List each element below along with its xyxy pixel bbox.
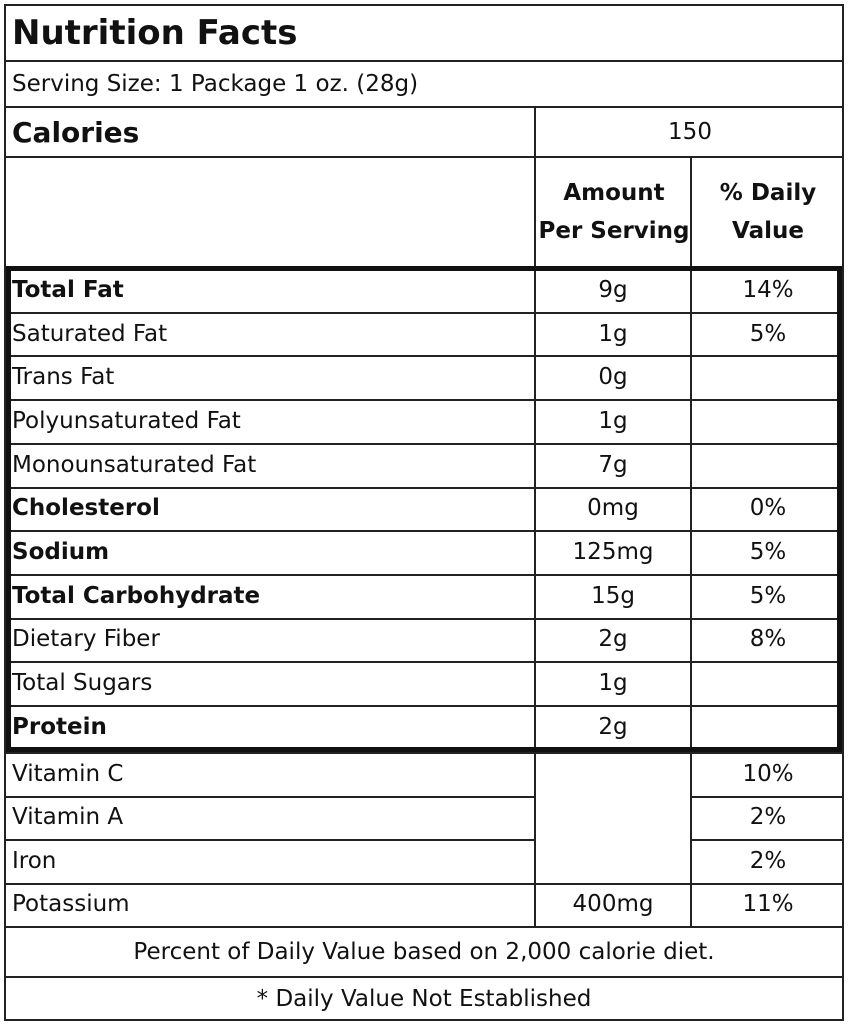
nutrient-amount: 1g: [598, 670, 628, 697]
row-divider: [6, 573, 842, 576]
row-divider: [6, 882, 842, 885]
nutrient-daily-value: 5%: [749, 539, 787, 566]
vitamin-amount: [536, 752, 690, 796]
nutrient-daily-value: [692, 705, 844, 749]
nutrient-name: Monounsaturated Fat: [12, 451, 257, 478]
divider: [6, 106, 842, 108]
nutrient-amount: 125mg: [572, 539, 654, 566]
nutrient-daily-value: [692, 355, 844, 399]
row-divider: [6, 355, 842, 358]
nutrient-amount: 9g: [598, 276, 628, 303]
nutrient-name: Polyunsaturated Fat: [12, 407, 241, 434]
nutrient-name: Saturated Fat: [12, 320, 168, 347]
vitamin-amount: [536, 796, 690, 840]
calories-label: Calories: [12, 115, 140, 149]
nutrient-amount: 1g: [598, 407, 628, 434]
vitamin-daily-value: 11%: [742, 891, 794, 918]
vitamin-name: Vitamin A: [12, 804, 124, 831]
not-established-footnote: * Daily Value Not Established: [256, 986, 592, 1012]
row-divider: [690, 795, 842, 798]
row-divider: [6, 399, 842, 402]
nutrient-amount: 0g: [598, 364, 628, 391]
nutrient-name: Protein: [12, 713, 107, 740]
row-divider: [6, 839, 534, 841]
row-divider: [6, 705, 842, 707]
header-amount-per-serving: Amount Per Serving: [538, 180, 690, 244]
nutrition-facts-label: Nutrition Facts Serving Size: 1 Package …: [4, 4, 844, 1021]
row-divider: [6, 530, 842, 533]
nutrient-amount: 1g: [598, 320, 628, 347]
nutrient-amount: 15g: [591, 582, 635, 609]
divider: [6, 926, 842, 928]
nutrient-daily-value: [692, 399, 844, 443]
divider: [6, 156, 842, 158]
nutrient-name: Cholesterol: [12, 495, 160, 522]
column-divider: [690, 156, 692, 926]
row-divider: [6, 486, 842, 489]
nutrient-daily-value: 8%: [749, 626, 787, 653]
vitamin-amount: [536, 839, 690, 883]
vitamin-name: Potassium: [12, 891, 130, 918]
row-divider: [6, 795, 534, 798]
nutrient-daily-value: [692, 661, 844, 705]
vitamin-name: Iron: [12, 847, 57, 874]
nutrient-name: Total Fat: [12, 276, 124, 303]
row-divider: [690, 839, 842, 841]
nutrient-amount: 2g: [598, 713, 628, 740]
serving-size: Serving Size: 1 Package 1 oz. (28g): [12, 71, 419, 97]
nutrient-name: Total Sugars: [12, 670, 153, 697]
divider: [6, 60, 842, 62]
row-divider: [6, 311, 842, 314]
nutrient-name: Total Carbohydrate: [12, 582, 261, 609]
nutrient-name: Sodium: [12, 539, 110, 566]
nutrient-name: Trans Fat: [12, 364, 115, 391]
daily-value-footnote: Percent of Daily Value based on 2,000 ca…: [133, 939, 715, 965]
nutrient-daily-value: 5%: [749, 582, 787, 609]
nutrient-amount: 2g: [598, 626, 628, 653]
row-divider: [6, 661, 842, 664]
nutrient-daily-value: 0%: [749, 495, 787, 522]
header-percent-daily-value: % Daily Value: [719, 180, 817, 244]
label-title: Nutrition Facts: [12, 13, 298, 53]
row-divider: [6, 752, 842, 754]
vitamin-daily-value: 10%: [742, 760, 794, 787]
nutrient-daily-value: [692, 443, 844, 487]
vitamin-daily-value: 2%: [749, 847, 787, 874]
row-divider: [6, 442, 842, 445]
column-divider: [534, 106, 536, 926]
vitamin-daily-value: 2%: [749, 804, 787, 831]
nutrient-daily-value: 5%: [749, 320, 787, 347]
vitamin-name: Vitamin C: [12, 760, 124, 787]
nutrient-daily-value: 14%: [742, 276, 794, 303]
nutrient-amount: 0mg: [587, 495, 639, 522]
row-divider: [6, 617, 842, 620]
calories-value: 150: [668, 119, 712, 145]
nutrient-name: Dietary Fiber: [12, 626, 160, 653]
divider: [6, 976, 842, 978]
vitamin-amount: 400mg: [572, 891, 654, 918]
nutrient-amount: 7g: [598, 451, 628, 478]
